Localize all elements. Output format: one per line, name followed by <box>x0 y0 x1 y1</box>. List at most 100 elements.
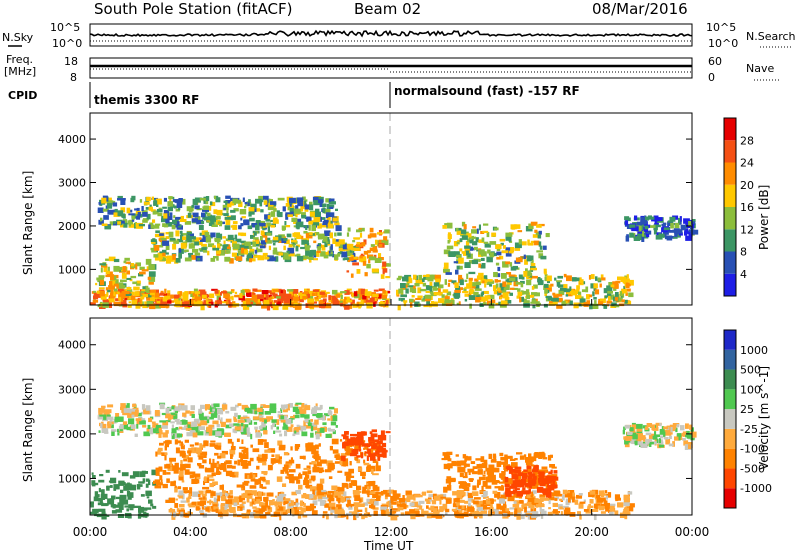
data-cell <box>531 505 535 510</box>
data-cell <box>536 301 540 307</box>
data-cell <box>242 304 250 310</box>
data-cell <box>663 230 669 235</box>
data-cell <box>504 476 509 483</box>
data-cell <box>167 414 172 421</box>
data-cell <box>200 243 207 247</box>
data-cell <box>174 503 179 508</box>
data-cell <box>210 232 216 238</box>
data-cell <box>367 494 370 498</box>
data-cell <box>294 427 301 431</box>
data-cell <box>560 511 563 515</box>
data-cell <box>160 479 163 483</box>
data-cell <box>624 220 629 226</box>
data-cell <box>684 228 689 234</box>
data-cell <box>322 251 330 256</box>
nsky-tick-bottom: 10^0 <box>52 37 82 50</box>
data-cell <box>512 504 520 508</box>
data-cell <box>191 501 197 505</box>
data-cell <box>615 280 621 284</box>
data-cell <box>454 282 459 288</box>
data-cell <box>301 494 306 499</box>
data-cell <box>366 455 369 461</box>
data-cell <box>170 481 176 487</box>
data-cell <box>323 236 328 242</box>
data-cell <box>342 258 346 261</box>
data-cell <box>264 411 271 415</box>
data-cell <box>272 289 279 292</box>
data-cell <box>148 479 151 486</box>
data-cell <box>620 294 623 300</box>
data-cell <box>390 498 394 503</box>
data-cell <box>297 202 304 207</box>
data-cell <box>127 304 132 308</box>
data-cell <box>427 278 434 282</box>
data-cell <box>369 247 373 251</box>
data-cell <box>392 490 397 494</box>
data-cell <box>223 244 229 247</box>
data-cell <box>402 276 408 282</box>
data-cell <box>486 256 493 263</box>
data-cell <box>355 457 358 461</box>
data-cell <box>627 491 633 495</box>
data-cell <box>224 225 231 230</box>
data-cell <box>178 426 183 430</box>
data-cell <box>661 426 665 432</box>
data-cell <box>618 297 623 302</box>
data-cell <box>171 432 173 436</box>
data-cell <box>159 299 165 305</box>
data-cell <box>345 431 349 435</box>
data-cell <box>120 297 124 302</box>
data-cell <box>409 287 416 293</box>
data-cell <box>287 508 293 513</box>
data-cell <box>646 233 650 238</box>
data-cell <box>100 221 103 225</box>
data-cell <box>366 498 373 504</box>
data-cell <box>324 292 328 298</box>
data-cell <box>544 276 548 282</box>
data-cell <box>300 413 305 418</box>
data-cell <box>423 510 429 516</box>
data-cell <box>90 501 94 504</box>
data-cell <box>242 464 247 469</box>
data-cell <box>314 211 321 217</box>
data-cell <box>163 224 169 228</box>
data-cell <box>515 282 521 285</box>
data-cell <box>188 243 195 249</box>
data-cell <box>221 429 225 436</box>
data-cell <box>624 224 628 227</box>
data-cell <box>546 287 552 292</box>
data-cell <box>568 497 571 503</box>
data-cell <box>332 449 339 454</box>
data-cell <box>173 223 180 228</box>
data-cell <box>263 496 268 502</box>
data-cell <box>680 425 685 431</box>
data-cell <box>372 480 376 484</box>
data-cell <box>372 484 378 489</box>
data-cell <box>213 403 217 406</box>
data-cell <box>613 283 619 289</box>
data-cell <box>167 466 174 472</box>
data-cell <box>176 299 181 306</box>
data-cell <box>231 441 234 447</box>
data-cell <box>385 299 389 306</box>
data-cell <box>617 276 623 281</box>
data-cell <box>404 283 410 287</box>
data-cell <box>346 250 353 257</box>
data-cell <box>519 500 524 504</box>
data-cell <box>189 512 193 515</box>
data-cell <box>332 217 338 222</box>
data-cell <box>465 240 470 246</box>
data-cell <box>349 257 354 261</box>
data-cell <box>328 212 335 217</box>
data-cell <box>565 300 568 304</box>
data-cell <box>253 255 259 258</box>
data-cell <box>351 503 355 507</box>
data-cell <box>177 238 184 243</box>
data-cell <box>145 483 149 488</box>
data-cell <box>392 493 400 500</box>
data-cell <box>129 278 133 282</box>
data-cell <box>579 514 582 520</box>
data-cell <box>520 296 524 302</box>
data-cell <box>476 294 480 300</box>
data-cell <box>309 211 316 217</box>
